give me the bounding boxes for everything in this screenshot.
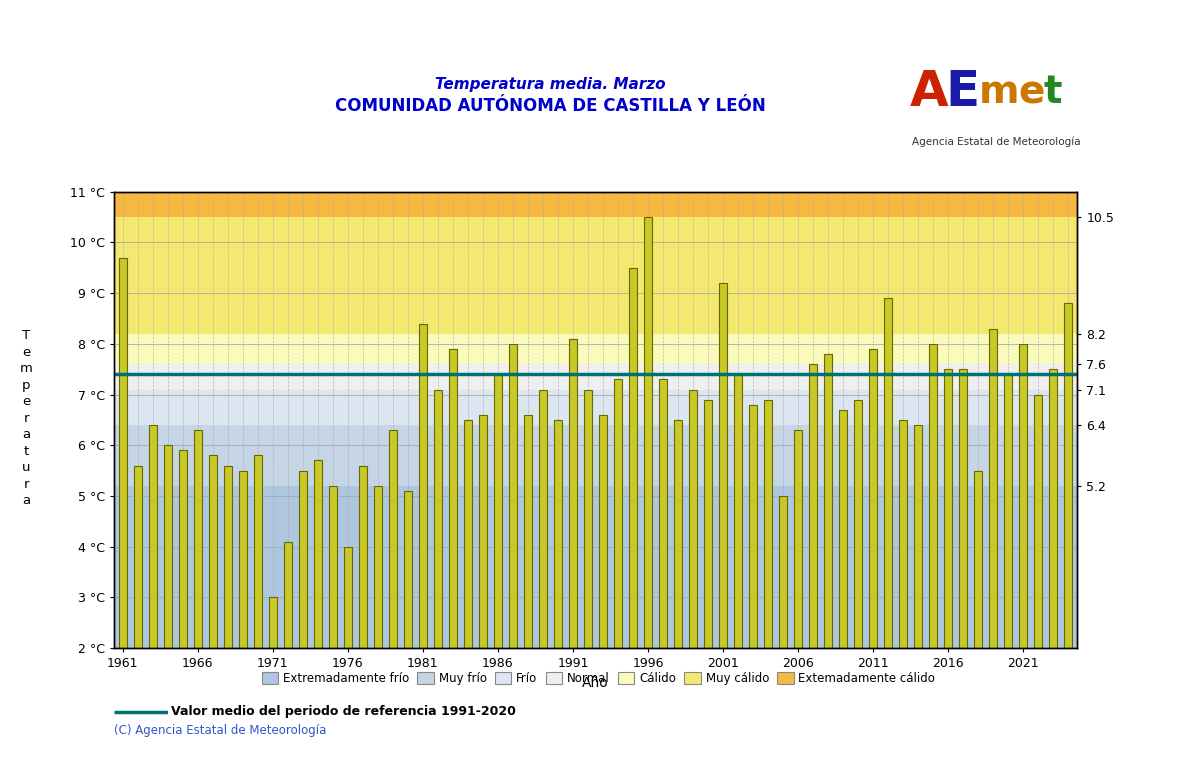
Bar [164,446,172,648]
Bar [314,460,322,648]
Bar [839,410,847,648]
Bar [929,344,937,648]
Bar [974,471,983,648]
Bar [284,542,292,648]
Bar [1064,303,1073,648]
Bar [238,471,247,648]
Bar [114,192,1077,217]
Bar [539,390,547,648]
Text: (C) Agencia Estatal de Meteorología: (C) Agencia Estatal de Meteorología [114,725,326,737]
Bar [254,456,262,648]
Text: Temperatura media. Marzo: Temperatura media. Marzo [436,77,666,92]
Text: T
e
m
p
e
r
a
t
u
r
a: T e m p e r a t u r a [20,329,32,507]
Bar [359,466,367,648]
Bar [114,390,1077,425]
Bar [463,420,472,648]
Bar [373,486,382,648]
Text: A: A [910,68,948,116]
Text: COMUNIDAD AUTÓNOMA DE CASTILLA Y LEÓN: COMUNIDAD AUTÓNOMA DE CASTILLA Y LEÓN [335,97,766,115]
Bar [449,349,457,648]
Bar [734,374,742,648]
Bar [1019,344,1027,648]
Bar [509,344,517,648]
Bar [794,430,802,648]
Bar [869,349,877,648]
Bar [689,390,697,648]
Bar [915,425,923,648]
Bar [114,334,1077,364]
Bar [944,369,953,648]
Bar [569,339,577,648]
Bar [494,374,502,648]
Bar [1004,374,1013,648]
Bar [178,450,187,648]
Bar [614,380,622,648]
Bar [628,268,637,648]
Bar [853,400,862,648]
Text: t: t [1044,73,1062,111]
Bar [644,217,652,648]
Bar [674,420,682,648]
Bar [779,496,788,648]
Bar [119,258,127,648]
Bar [419,324,427,648]
Bar [114,217,1077,334]
Bar [658,380,667,648]
Bar [959,369,967,648]
Bar [208,456,217,648]
Bar [824,354,832,648]
Bar [134,466,142,648]
Bar [584,390,593,648]
Text: Agencia Estatal de Meteorología: Agencia Estatal de Meteorología [912,137,1081,147]
Bar [268,597,277,648]
Bar [989,328,997,648]
Text: E: E [946,68,980,116]
Text: Valor medio del periodo de referencia 1991-2020: Valor medio del periodo de referencia 19… [171,706,516,718]
Bar [114,364,1077,390]
Bar [809,364,818,648]
Bar [749,405,758,648]
Bar [344,547,352,648]
Bar [764,400,772,648]
Bar [479,415,487,648]
Bar [885,298,892,648]
Bar [114,486,1077,648]
Bar [329,486,338,648]
Bar [194,430,202,648]
Bar [403,491,412,648]
Bar [148,425,157,648]
Bar [1034,394,1043,648]
Bar [899,420,907,648]
Bar [598,415,607,648]
Bar [389,430,397,648]
Bar [433,390,442,648]
Bar [554,420,563,648]
Bar [114,425,1077,486]
Text: m: m [979,73,1020,111]
Bar [299,471,306,648]
Text: e: e [1019,73,1045,111]
X-axis label: Año: Año [582,676,609,690]
Bar [704,400,712,648]
Bar [524,415,533,648]
Bar [224,466,232,648]
Bar [719,283,728,648]
Legend: Extremadamente frío, Muy frío, Frío, Normal, Cálido, Muy cálido, Extemadamente c: Extremadamente frío, Muy frío, Frío, Nor… [257,667,940,690]
Bar [1049,369,1057,648]
